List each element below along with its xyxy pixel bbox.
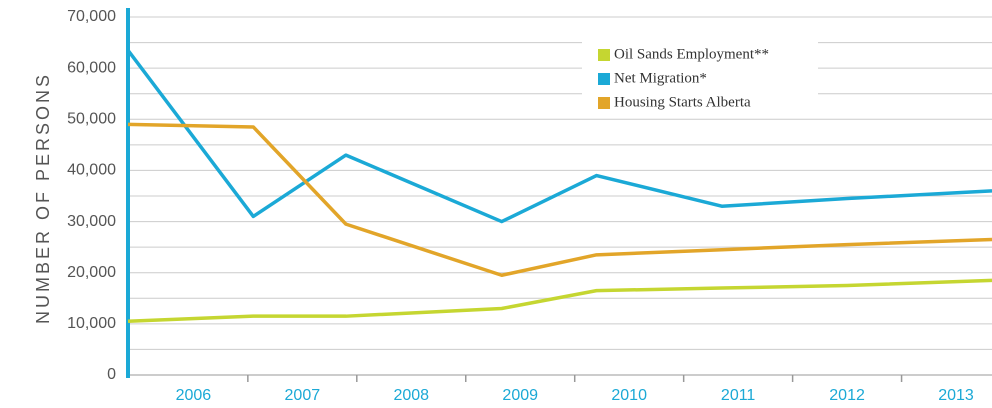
y-tick-label: 40,000: [67, 162, 116, 179]
y-tick-label: 0: [107, 366, 116, 383]
y-tick-label: 60,000: [67, 59, 116, 76]
y-tick-label: 20,000: [67, 264, 116, 281]
x-tick-label: 2009: [502, 387, 538, 404]
y-tick-label: 30,000: [67, 213, 116, 230]
legend-swatch: [598, 97, 610, 109]
y-tick-label: 50,000: [67, 111, 116, 128]
x-tick-label: 2006: [176, 387, 212, 404]
x-tick-label: 2007: [285, 387, 321, 404]
y-axis-label: NUMBER OF PERSONS: [33, 72, 53, 324]
series-line: [127, 278, 992, 324]
x-tick-label: 2008: [393, 387, 429, 404]
x-tick-label: 2012: [829, 387, 865, 404]
y-tick-label: 10,000: [67, 315, 116, 332]
legend-swatch: [598, 49, 610, 61]
legend-label: Housing Starts Alberta: [614, 94, 751, 110]
series-line: [127, 122, 992, 278]
legend-label: Net Migration*: [614, 70, 707, 86]
x-tick-label: 2010: [611, 387, 647, 404]
x-tick-label: 2013: [938, 387, 974, 404]
legend-box: [582, 40, 818, 118]
legend-label: Oil Sands Employment**: [614, 46, 769, 62]
series-line: [126, 49, 992, 224]
x-tick-label: 2011: [721, 387, 756, 404]
y-tick-label: 70,000: [67, 8, 116, 25]
legend-swatch: [598, 73, 610, 85]
